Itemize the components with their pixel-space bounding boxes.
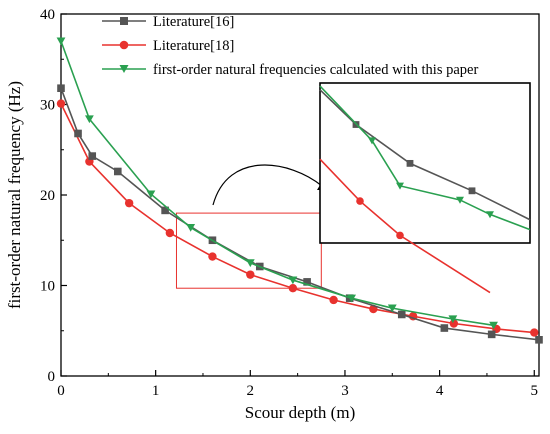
data-point: [489, 321, 498, 330]
x-tick-label: 1: [152, 383, 160, 399]
y-tick-label: 40: [40, 7, 55, 23]
data-point: [245, 259, 255, 268]
inset-series-layer: [319, 85, 531, 294]
y-tick-label: 0: [48, 369, 56, 385]
legend-square-marker-icon: [120, 17, 128, 25]
data-point: [487, 330, 496, 339]
legend-circle-marker-icon: [119, 40, 129, 50]
inset-data-point: [396, 231, 404, 240]
inset-data-point: [396, 182, 404, 190]
data-point: [387, 304, 397, 313]
data-point: [530, 328, 539, 337]
inset-series-2: [319, 158, 491, 294]
inset-series-line: [319, 158, 491, 294]
data-point: [146, 190, 156, 199]
data-point: [535, 336, 543, 344]
y-tick-label: 20: [40, 188, 55, 204]
data-point: [113, 167, 122, 176]
data-point: [440, 324, 449, 332]
inset-data-point: [486, 211, 494, 219]
data-point: [347, 294, 356, 303]
inset-series-3: [319, 85, 531, 231]
data-point: [56, 37, 66, 46]
zoom-arrow: [212, 164, 323, 206]
data-point: [246, 270, 255, 279]
y-tick-label: 30: [40, 98, 55, 114]
x-axis: 0 1 2 3 4 5: [57, 370, 538, 399]
x-tick-label: 5: [531, 383, 539, 399]
legend-label-literature-16: Literature[16]: [153, 14, 234, 30]
data-point: [288, 284, 298, 293]
data-point: [124, 198, 134, 208]
inset-data-point: [356, 197, 364, 205]
x-axis-label: Scour depth (m): [245, 403, 355, 422]
zoom-highlight-box: [175, 212, 322, 289]
data-point: [57, 84, 65, 93]
series-2: [56, 99, 539, 337]
legend-item-this-paper: first-order natural frequencies calculat…: [102, 62, 478, 78]
data-point: [186, 223, 196, 232]
inset-data-point: [368, 137, 376, 145]
data-point: [88, 152, 97, 160]
series-3: [56, 37, 498, 330]
legend-label-this-paper: first-order natural frequencies calculat…: [153, 62, 478, 78]
data-point: [74, 129, 82, 138]
x-tick-label: 4: [436, 383, 444, 399]
data-point: [165, 228, 175, 238]
series-line: [60, 40, 494, 327]
inset-frame: [319, 82, 531, 244]
series-layer: [56, 37, 543, 344]
inset-data-point: [406, 159, 414, 167]
x-tick-label: 2: [247, 383, 255, 399]
inset: [319, 82, 531, 294]
legend-triangle-marker-icon: [119, 65, 129, 73]
data-point: [397, 310, 406, 319]
y-axis-label: first-order natural frequency (Hz): [5, 81, 24, 309]
x-tick-label: 0: [57, 383, 65, 399]
legend-label-literature-18: Literature[18]: [153, 38, 234, 54]
inset-data-point: [456, 196, 464, 204]
data-point: [161, 206, 169, 215]
legend-item-literature-18: Literature[18]: [102, 38, 234, 54]
data-point: [208, 252, 217, 261]
inset-series-line: [319, 85, 531, 231]
y-tick-label: 10: [40, 279, 55, 295]
data-point: [329, 295, 338, 305]
data-point: [448, 315, 458, 324]
legend-item-literature-16: Literature[16]: [102, 14, 234, 30]
data-point: [56, 99, 66, 108]
data-point: [84, 115, 94, 124]
data-point: [449, 319, 459, 328]
legend: Literature[16] Literature[18] first-orde…: [102, 14, 478, 78]
data-point: [288, 276, 298, 285]
x-tick-label: 3: [341, 383, 349, 399]
data-point: [303, 278, 311, 286]
inset-data-point: [468, 187, 476, 195]
